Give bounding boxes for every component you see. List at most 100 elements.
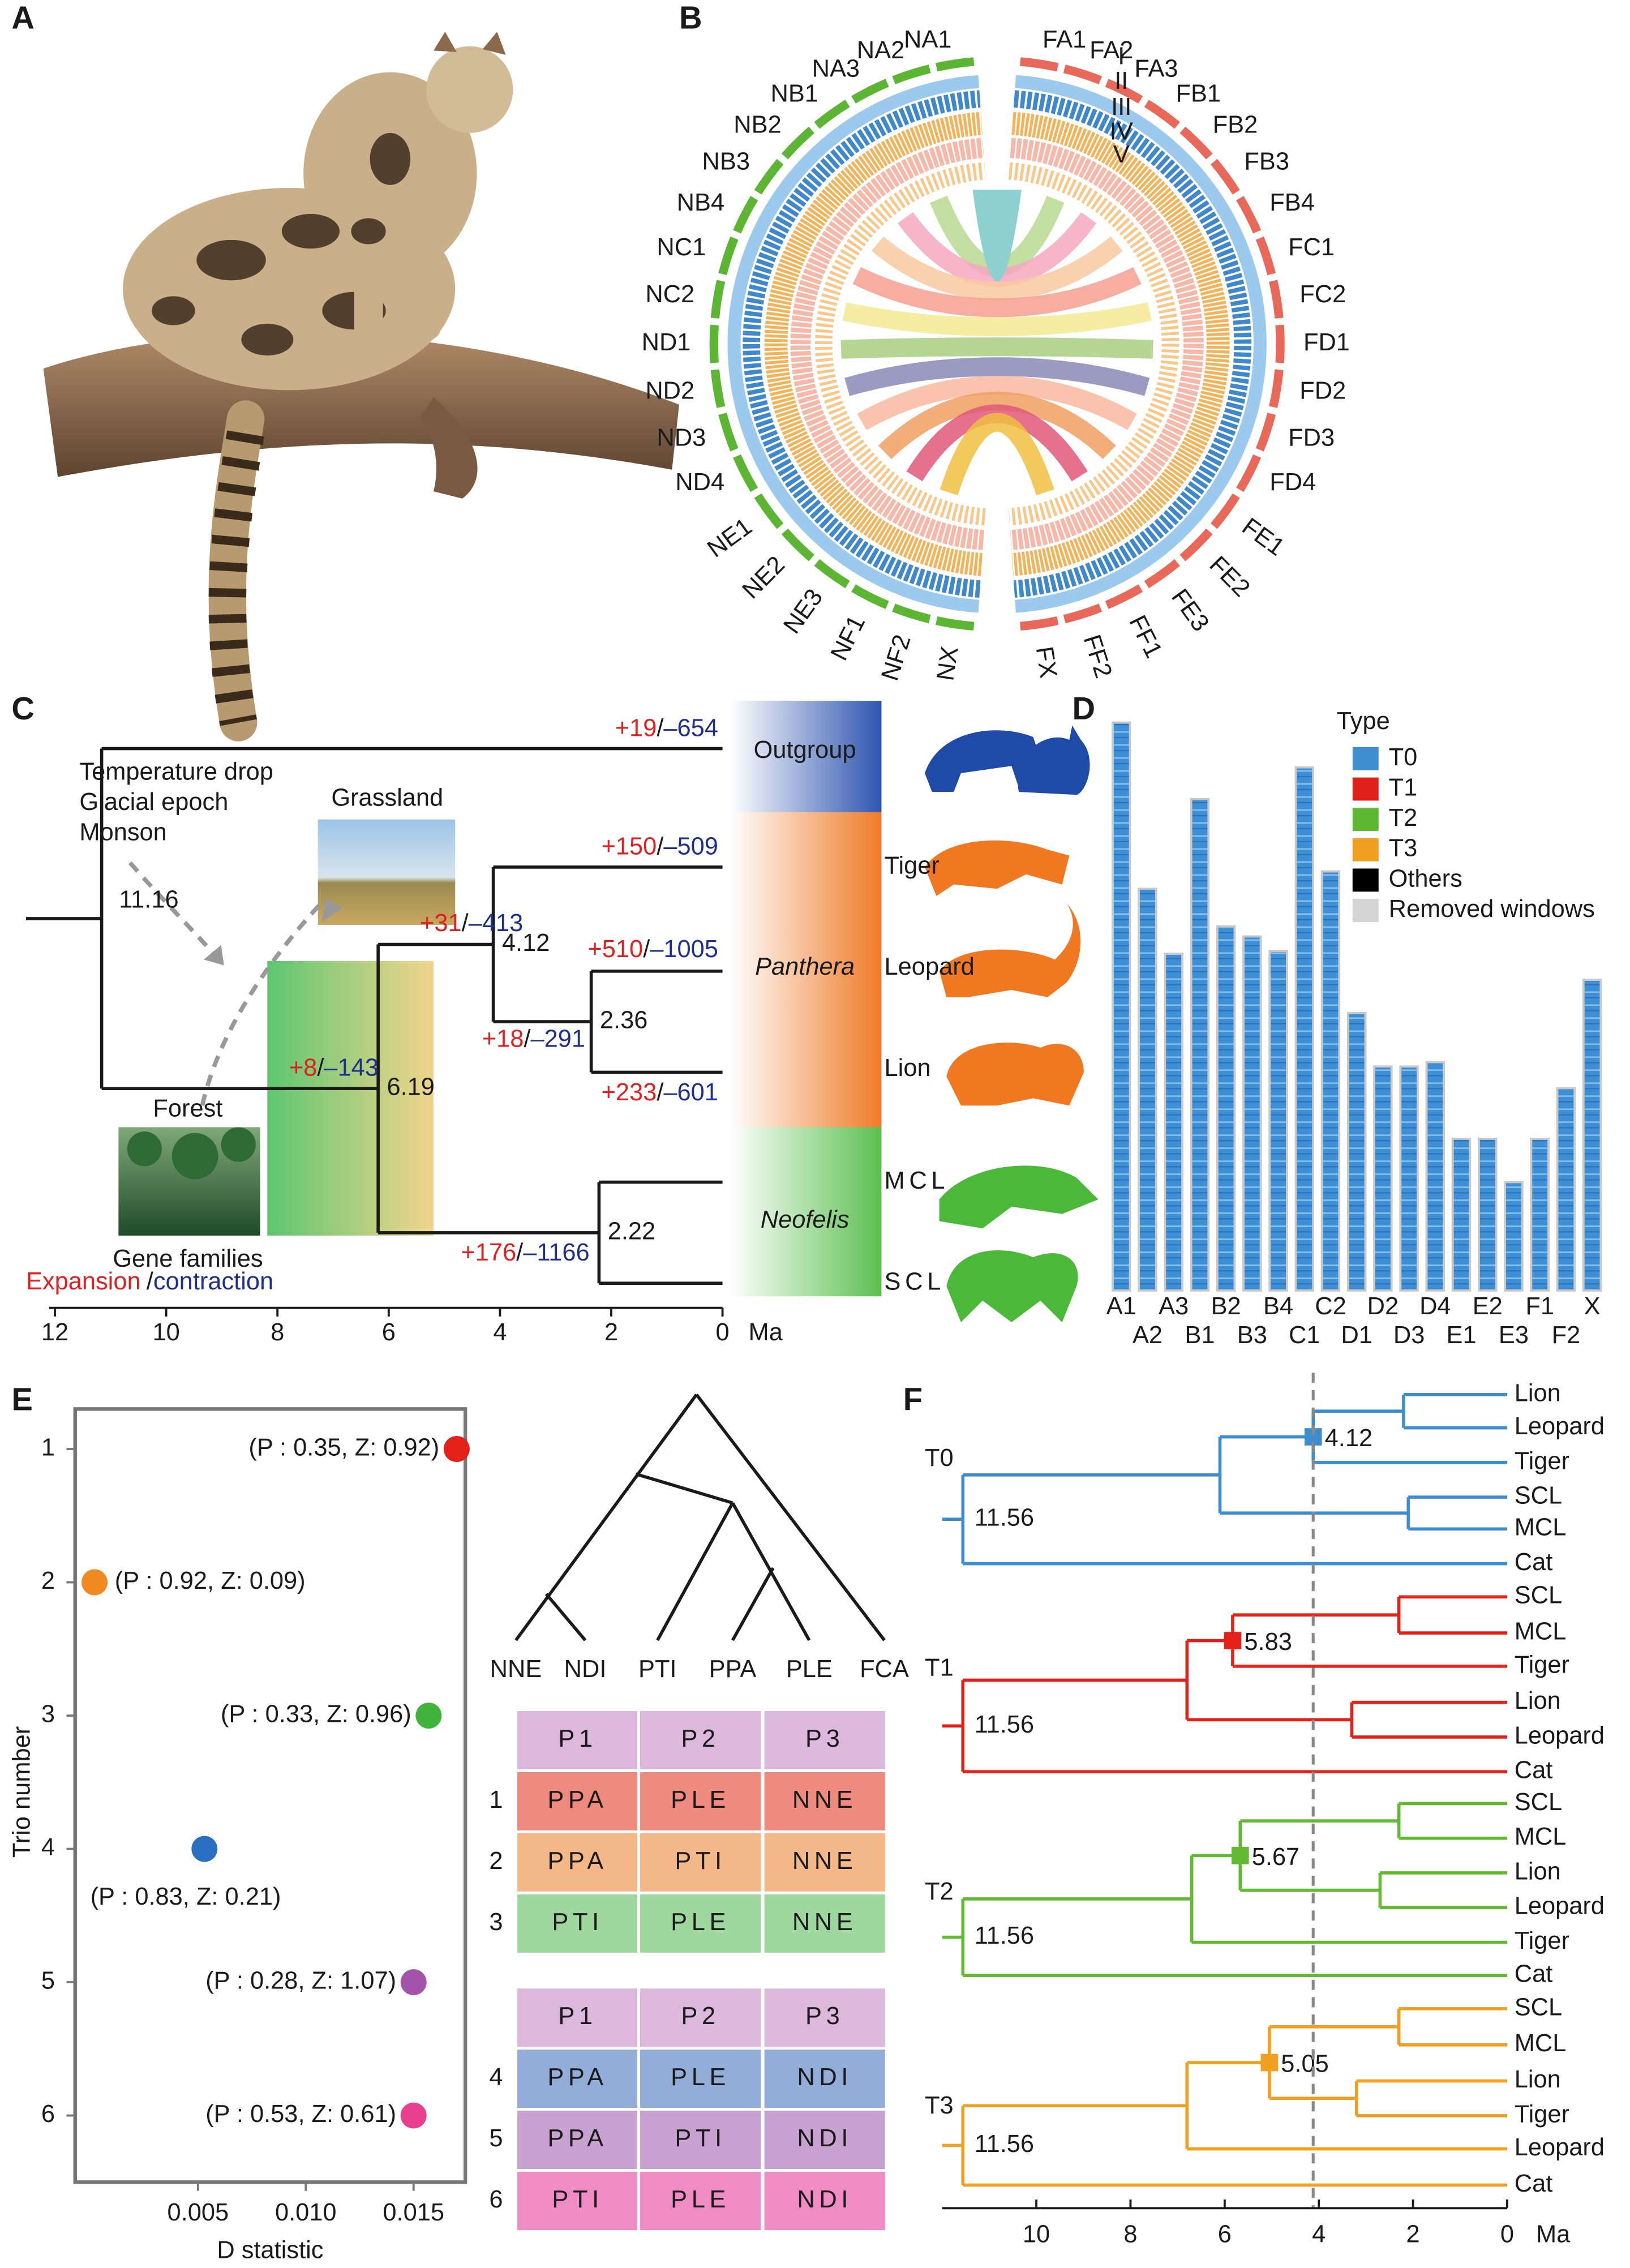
- point-annotation: (P : 0.92, Z: 0.09): [115, 1567, 306, 1594]
- table-cell-text: NNE: [792, 1909, 857, 1936]
- x-tick-label: C2: [1315, 1293, 1346, 1320]
- table-cell-text: NNE: [792, 1786, 857, 1813]
- table-cell: [761, 2169, 888, 2233]
- species-label: Tiger: [885, 852, 940, 879]
- legend-label: T1: [1389, 774, 1418, 801]
- bar: [1504, 1181, 1524, 1292]
- table-cell: [761, 2108, 888, 2172]
- chromosome-label: NE2: [737, 551, 790, 604]
- leaf-label: Cat: [1515, 1549, 1553, 1576]
- panel-label: C: [11, 691, 35, 726]
- chromosome-label: NE3: [778, 584, 828, 639]
- species-label: SCL: [885, 1268, 945, 1296]
- separator: /: [524, 1026, 531, 1053]
- node-age: 2.36: [600, 1007, 647, 1034]
- clade-box: [730, 1127, 882, 1297]
- chromosome-label: NB2: [734, 112, 781, 139]
- chromosome-segment: [1144, 100, 1180, 129]
- bar: [1190, 798, 1210, 1292]
- row-number: 3: [489, 1909, 503, 1936]
- x-tick-label: 12: [41, 1319, 68, 1346]
- chromosome-segment: [1020, 616, 1059, 631]
- leaf-label: Lion: [1515, 1858, 1561, 1885]
- chromosome-label: NC2: [645, 281, 694, 308]
- table-cell-text: PTI: [675, 1847, 726, 1875]
- chromosome-label: FX: [1031, 645, 1062, 680]
- expansion: +19: [615, 715, 657, 742]
- x-tick-label: F2: [1552, 1322, 1581, 1349]
- contraction: –1005: [650, 936, 718, 963]
- table-cell-text: NDI: [797, 2125, 852, 2152]
- x-tick-label: A2: [1133, 1322, 1163, 1349]
- bar: [1399, 1065, 1419, 1292]
- circos-link: [852, 267, 1142, 318]
- clade-label: Outgroup: [754, 736, 856, 764]
- chromosome-segment: [754, 158, 784, 195]
- chromosome-label: NA3: [812, 55, 860, 82]
- chromosome-label: FB4: [1269, 189, 1315, 216]
- table-cell-text: PLE: [671, 2186, 730, 2213]
- table-cell: [761, 1986, 888, 2050]
- chromosome-segment: [1210, 158, 1240, 195]
- x-tick-label: 2: [604, 1319, 618, 1346]
- expansion: +8: [289, 1054, 317, 1082]
- chromosome-segment: [733, 454, 758, 492]
- gene-family-change: +176/–1166: [461, 1240, 589, 1267]
- chromosome-segment: [851, 584, 889, 610]
- chromosome-label: ND1: [642, 329, 691, 356]
- separator: /: [657, 715, 664, 742]
- table-cell: [637, 1986, 764, 2050]
- panel-label: B: [679, 0, 702, 36]
- taxon-label: NNE: [490, 1656, 542, 1683]
- bar: [1242, 935, 1262, 1292]
- species-label: Leopard: [885, 953, 975, 980]
- x-tick-label: 4: [493, 1319, 507, 1346]
- chromosome-label: NC1: [657, 234, 706, 261]
- chromosome-segment: [710, 369, 726, 408]
- table-cell: [637, 1891, 764, 1956]
- bar: [1582, 979, 1602, 1292]
- x-tick-label: 0.005: [168, 2199, 229, 2226]
- x-tick-label: 0.010: [275, 2199, 337, 2226]
- separator: /: [317, 1054, 324, 1082]
- bar: [1294, 766, 1315, 1292]
- leaf-label: Tiger: [1515, 2100, 1569, 2128]
- leaf-label: Leopard: [1515, 1722, 1605, 1749]
- legend-title: Gene families: [113, 1245, 263, 1272]
- bar: [1425, 1061, 1445, 1292]
- track-label: III: [1111, 93, 1131, 121]
- table-header: P3: [805, 2003, 844, 2030]
- panel-label: A: [11, 0, 35, 36]
- leaf-label: SCL: [1515, 1482, 1562, 1510]
- leaf-label: Tiger: [1515, 1651, 1569, 1678]
- species-label: Lion: [885, 1054, 931, 1082]
- circos-link: [840, 337, 1153, 359]
- table-header: P1: [558, 1725, 597, 1752]
- circos-track: [790, 138, 984, 550]
- leaf-label: Lion: [1515, 1687, 1561, 1714]
- x-axis-title: D statistic: [217, 2236, 323, 2263]
- circos-track: [743, 90, 981, 598]
- x-tick-label: X: [1584, 1293, 1601, 1320]
- point: [82, 1569, 108, 1596]
- chromosome-label: NB3: [702, 148, 750, 175]
- table-cell-text: PLE: [671, 2064, 730, 2091]
- leaf-label: Leopard: [1515, 1893, 1605, 1920]
- bar: [1530, 1138, 1550, 1292]
- root-age: 11.56: [975, 1504, 1034, 1532]
- table-cell: [761, 1830, 888, 1894]
- legend-label: T2: [1389, 804, 1418, 831]
- contraction: –509: [663, 833, 718, 860]
- silhouettes: [925, 725, 1099, 1323]
- leaf-label: Cat: [1515, 1757, 1553, 1784]
- leaf-label: Cat: [1515, 2170, 1553, 2197]
- table-cell-text: PTI: [675, 2125, 726, 2152]
- y-tick-label: 6: [41, 2100, 55, 2128]
- chromosome-segment: [1179, 528, 1213, 561]
- root-age: 11.56: [975, 2130, 1034, 2158]
- circos-track: [814, 162, 986, 526]
- point: [191, 1836, 218, 1862]
- tree-name: T1: [925, 1654, 954, 1681]
- table-cell-text: PTI: [552, 1909, 603, 1936]
- panel-label: F: [903, 1381, 923, 1417]
